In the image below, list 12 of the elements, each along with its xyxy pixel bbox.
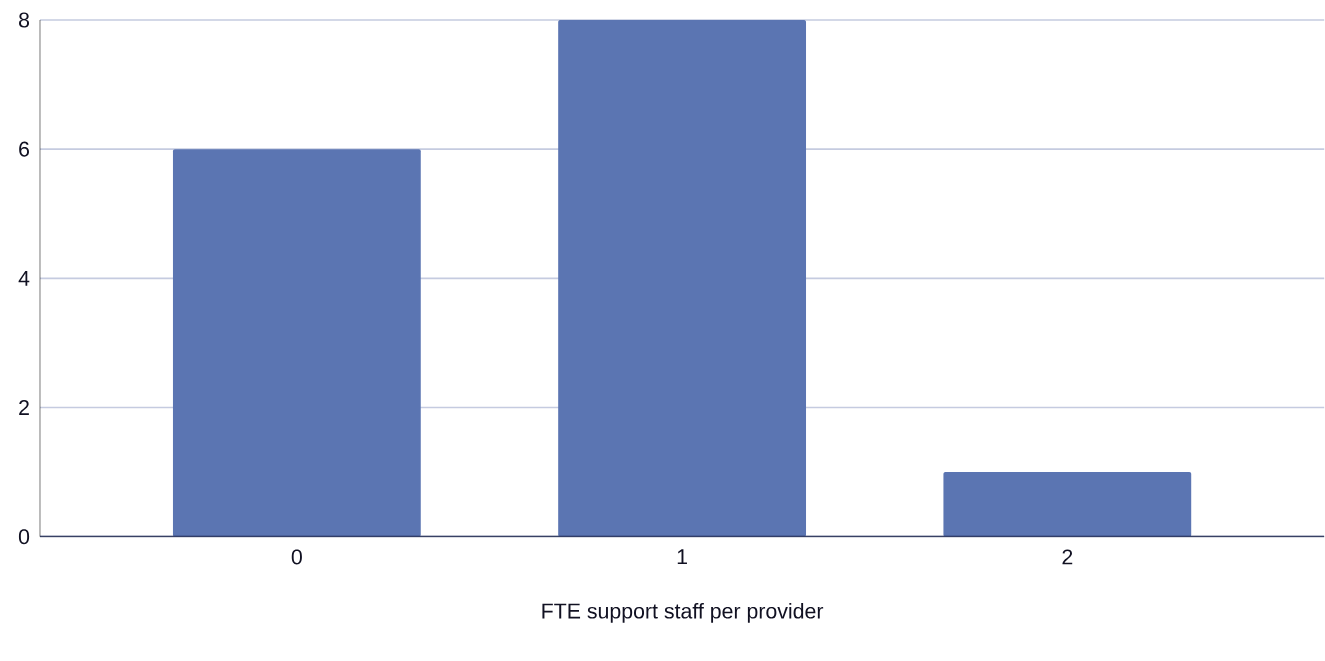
y-tick-label: 6 bbox=[19, 141, 29, 157]
y-tick-label: 4 bbox=[18, 271, 30, 286]
y-tick-label: 8 bbox=[19, 12, 30, 28]
y-tick-label: 0 bbox=[18, 529, 30, 545]
bar bbox=[172, 149, 421, 537]
x-tick-label: 0 bbox=[291, 549, 302, 565]
y-tick-label: 2 bbox=[19, 400, 29, 416]
x-tick-label: 1 bbox=[677, 549, 687, 565]
bar bbox=[558, 20, 807, 537]
bar bbox=[943, 472, 1192, 537]
x-axis-title: FTE support staff per provider bbox=[542, 603, 824, 624]
x-tick-label: 2 bbox=[1062, 549, 1073, 565]
